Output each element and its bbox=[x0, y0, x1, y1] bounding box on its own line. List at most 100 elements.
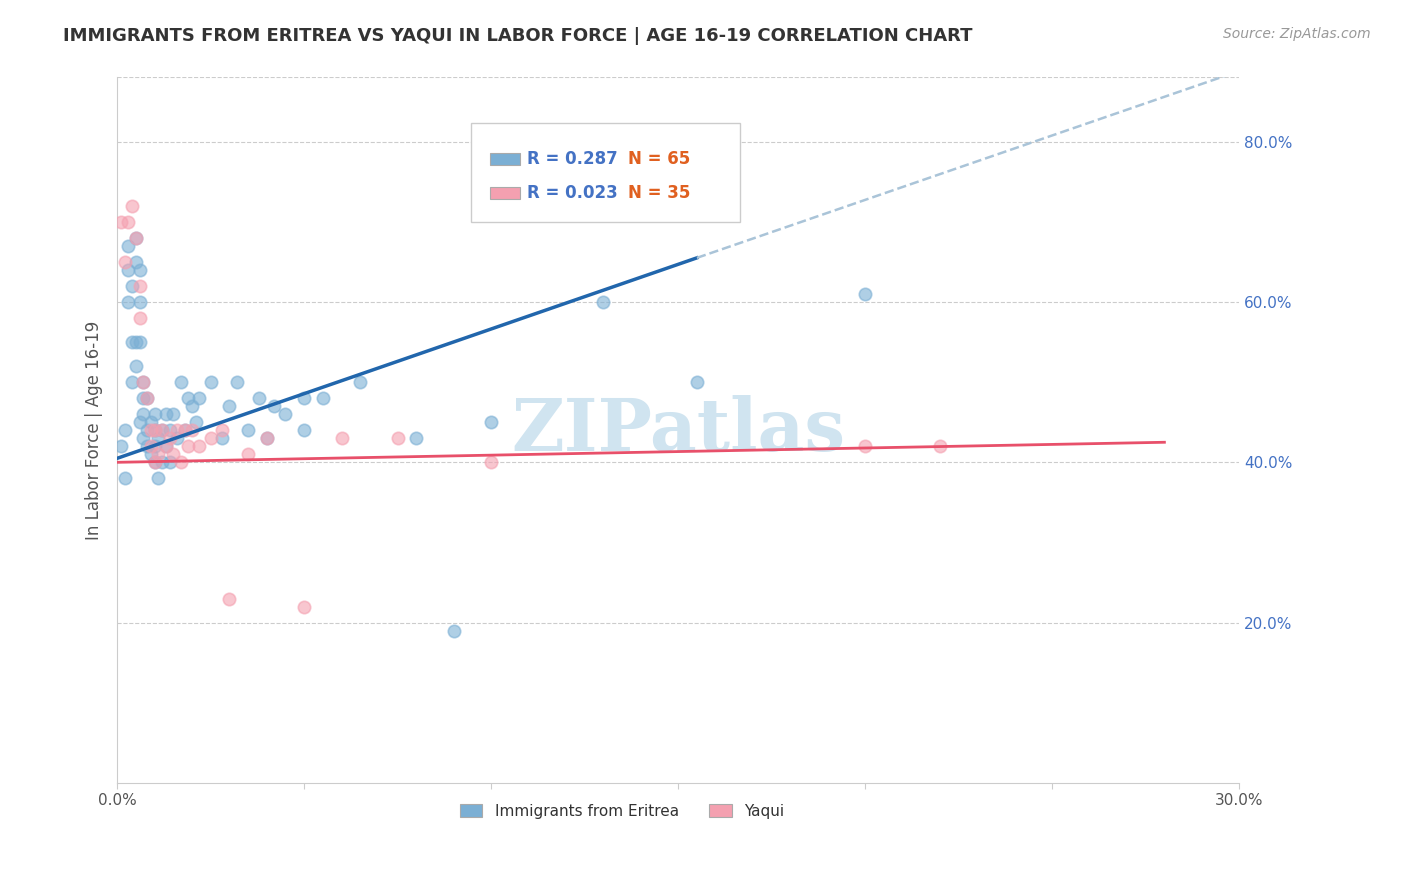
Point bbox=[155, 407, 177, 421]
Point bbox=[159, 423, 181, 437]
Point bbox=[121, 375, 143, 389]
Text: R = 0.023: R = 0.023 bbox=[527, 184, 617, 202]
Point bbox=[128, 310, 150, 325]
Point bbox=[117, 263, 139, 277]
Point bbox=[170, 455, 193, 469]
Point bbox=[150, 455, 173, 469]
Point bbox=[125, 231, 148, 245]
Point bbox=[125, 255, 148, 269]
Point bbox=[128, 415, 150, 429]
Text: IMMIGRANTS FROM ERITREA VS YAQUI IN LABOR FORCE | AGE 16-19 CORRELATION CHART: IMMIGRANTS FROM ERITREA VS YAQUI IN LABO… bbox=[63, 27, 973, 45]
Point bbox=[173, 423, 195, 437]
Point bbox=[177, 439, 200, 453]
Point bbox=[128, 263, 150, 277]
Point bbox=[188, 439, 211, 453]
Point bbox=[188, 391, 211, 405]
Point bbox=[256, 431, 278, 445]
Point bbox=[125, 359, 148, 373]
Point bbox=[114, 471, 136, 485]
Point bbox=[211, 431, 233, 445]
Point bbox=[292, 599, 315, 614]
Point bbox=[128, 295, 150, 310]
Point bbox=[405, 431, 427, 445]
Point bbox=[132, 391, 155, 405]
Point bbox=[162, 407, 184, 421]
Point bbox=[132, 431, 155, 445]
Bar bbox=[489, 186, 520, 199]
Point bbox=[225, 375, 247, 389]
Text: R = 0.287: R = 0.287 bbox=[527, 150, 617, 168]
Point bbox=[110, 439, 132, 453]
Point bbox=[143, 423, 166, 437]
Point bbox=[170, 375, 193, 389]
Point bbox=[128, 279, 150, 293]
Point bbox=[256, 431, 278, 445]
Point bbox=[150, 423, 173, 437]
Point bbox=[150, 423, 173, 437]
Point bbox=[121, 334, 143, 349]
Point bbox=[128, 334, 150, 349]
Point bbox=[110, 215, 132, 229]
Point bbox=[853, 287, 876, 301]
Point bbox=[236, 423, 259, 437]
Point bbox=[247, 391, 270, 405]
Point bbox=[125, 334, 148, 349]
Point bbox=[139, 439, 162, 453]
Point bbox=[117, 215, 139, 229]
Point bbox=[143, 455, 166, 469]
Text: ZIPatlas: ZIPatlas bbox=[512, 395, 845, 466]
Text: N = 65: N = 65 bbox=[627, 150, 690, 168]
Bar bbox=[489, 153, 520, 165]
Point bbox=[443, 624, 465, 638]
Point bbox=[139, 415, 162, 429]
Point bbox=[136, 439, 159, 453]
Point bbox=[117, 295, 139, 310]
Text: N = 35: N = 35 bbox=[627, 184, 690, 202]
Point bbox=[162, 447, 184, 461]
Point bbox=[121, 279, 143, 293]
Point bbox=[159, 431, 181, 445]
Point bbox=[166, 423, 188, 437]
Y-axis label: In Labor Force | Age 16-19: In Labor Force | Age 16-19 bbox=[86, 320, 103, 540]
Point bbox=[136, 391, 159, 405]
Point bbox=[136, 391, 159, 405]
Point bbox=[114, 423, 136, 437]
Point bbox=[263, 399, 285, 413]
Point bbox=[159, 455, 181, 469]
Point bbox=[155, 439, 177, 453]
Legend: Immigrants from Eritrea, Yaqui: Immigrants from Eritrea, Yaqui bbox=[454, 797, 790, 825]
Point bbox=[292, 391, 315, 405]
Point bbox=[148, 431, 170, 445]
Point bbox=[218, 591, 240, 606]
Point bbox=[387, 431, 409, 445]
Point bbox=[236, 447, 259, 461]
Point bbox=[136, 423, 159, 437]
Point bbox=[181, 423, 204, 437]
Point bbox=[143, 407, 166, 421]
Point bbox=[173, 423, 195, 437]
Point bbox=[166, 431, 188, 445]
Point bbox=[143, 423, 166, 437]
Point bbox=[139, 447, 162, 461]
Point bbox=[218, 399, 240, 413]
Point bbox=[143, 439, 166, 453]
Point bbox=[121, 199, 143, 213]
Point bbox=[139, 423, 162, 437]
Point bbox=[479, 415, 502, 429]
Point bbox=[117, 239, 139, 253]
Point bbox=[132, 375, 155, 389]
Point bbox=[155, 439, 177, 453]
Point bbox=[292, 423, 315, 437]
Point bbox=[132, 407, 155, 421]
Point bbox=[132, 375, 155, 389]
Point bbox=[177, 391, 200, 405]
Text: Source: ZipAtlas.com: Source: ZipAtlas.com bbox=[1223, 27, 1371, 41]
Point bbox=[274, 407, 297, 421]
Point bbox=[211, 423, 233, 437]
Point bbox=[312, 391, 335, 405]
Point bbox=[686, 375, 709, 389]
Point bbox=[181, 399, 204, 413]
Point bbox=[114, 255, 136, 269]
Point bbox=[853, 439, 876, 453]
Point bbox=[148, 471, 170, 485]
